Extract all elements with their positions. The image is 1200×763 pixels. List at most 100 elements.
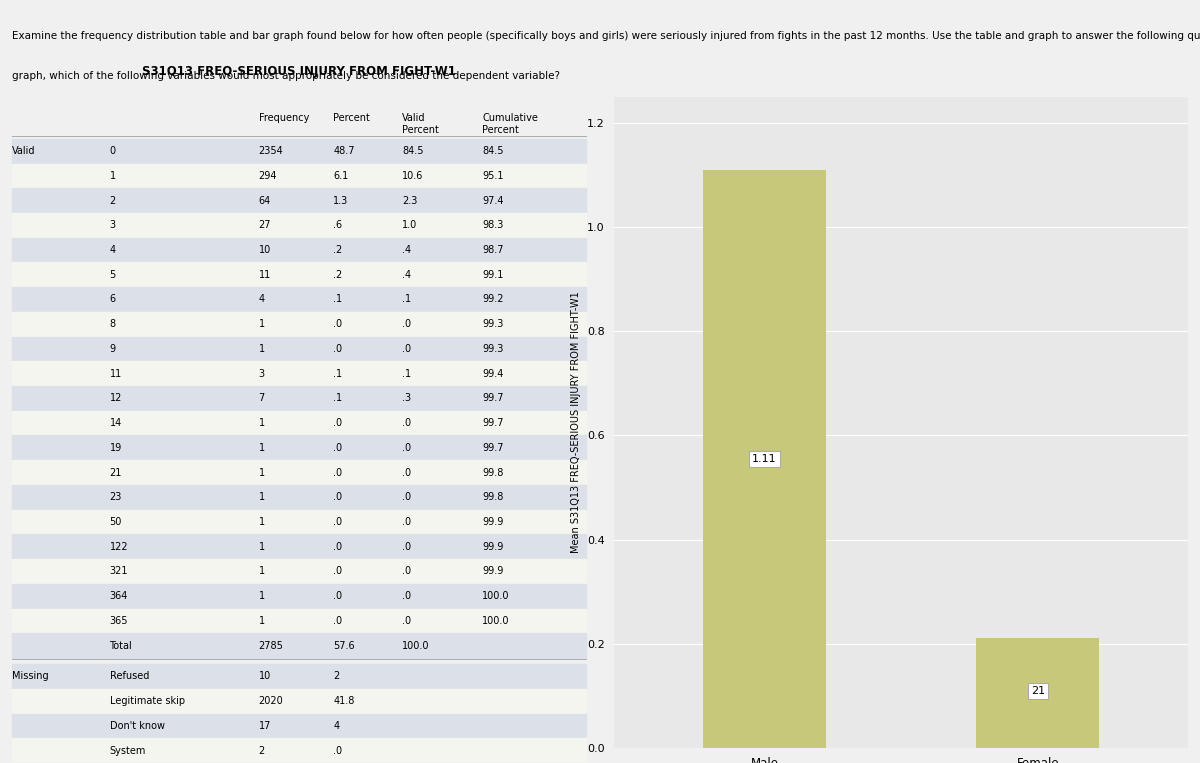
Text: 98.7: 98.7 xyxy=(482,245,504,255)
Text: Cumulative
Percent: Cumulative Percent xyxy=(482,114,539,135)
Bar xyxy=(12,139,586,163)
Text: 4: 4 xyxy=(334,721,340,731)
Text: 1: 1 xyxy=(109,171,115,181)
Text: 100.0: 100.0 xyxy=(482,591,510,601)
Text: 1: 1 xyxy=(259,492,265,502)
Bar xyxy=(12,336,586,362)
Bar xyxy=(12,287,586,312)
Bar xyxy=(12,664,586,689)
Bar xyxy=(12,163,586,188)
Text: Valid
Percent: Valid Percent xyxy=(402,114,439,135)
Text: 11: 11 xyxy=(259,270,271,280)
Text: .0: .0 xyxy=(334,443,342,452)
Text: .1: .1 xyxy=(402,369,412,378)
Text: .4: .4 xyxy=(402,245,412,255)
Text: 14: 14 xyxy=(109,418,121,428)
Text: .0: .0 xyxy=(402,591,412,601)
Text: Missing: Missing xyxy=(12,671,49,681)
Bar xyxy=(12,213,586,237)
Text: 99.7: 99.7 xyxy=(482,443,504,452)
Text: Examine the frequency distribution table and bar graph found below for how often: Examine the frequency distribution table… xyxy=(12,31,1200,41)
Bar xyxy=(12,559,586,584)
Text: 99.3: 99.3 xyxy=(482,319,504,329)
Text: .0: .0 xyxy=(334,517,342,527)
Text: 12: 12 xyxy=(109,394,122,404)
Text: .0: .0 xyxy=(402,566,412,576)
Text: 1: 1 xyxy=(259,443,265,452)
Bar xyxy=(977,639,1099,748)
Text: 2785: 2785 xyxy=(259,641,283,651)
Text: .0: .0 xyxy=(334,616,342,626)
Text: 365: 365 xyxy=(109,616,128,626)
Text: .1: .1 xyxy=(402,295,412,304)
Text: 1.0: 1.0 xyxy=(402,221,418,230)
Bar xyxy=(12,386,586,410)
Text: .0: .0 xyxy=(334,591,342,601)
Bar xyxy=(12,460,586,485)
Text: 3: 3 xyxy=(259,369,265,378)
Text: .1: .1 xyxy=(334,369,342,378)
Text: .0: .0 xyxy=(334,542,342,552)
Text: 2: 2 xyxy=(259,745,265,755)
Text: 3: 3 xyxy=(109,221,115,230)
Text: 0: 0 xyxy=(109,146,115,156)
Text: 99.8: 99.8 xyxy=(482,468,504,478)
Text: 1: 1 xyxy=(259,468,265,478)
Text: 2: 2 xyxy=(109,195,115,205)
Bar xyxy=(12,237,586,262)
Text: 19: 19 xyxy=(109,443,121,452)
Text: .1: .1 xyxy=(334,295,342,304)
Text: 17: 17 xyxy=(259,721,271,731)
Bar xyxy=(12,689,586,713)
Text: 6.1: 6.1 xyxy=(334,171,348,181)
Text: Total: Total xyxy=(109,641,132,651)
Text: 95.1: 95.1 xyxy=(482,171,504,181)
Bar xyxy=(12,485,586,510)
Text: .3: .3 xyxy=(402,394,412,404)
Text: 84.5: 84.5 xyxy=(402,146,424,156)
Y-axis label: Mean S31Q13 FREQ-SERIOUS INJURY FROM FIGHT-W1: Mean S31Q13 FREQ-SERIOUS INJURY FROM FIG… xyxy=(571,291,581,553)
Text: 99.7: 99.7 xyxy=(482,418,504,428)
Text: .0: .0 xyxy=(402,418,412,428)
Text: 9: 9 xyxy=(109,344,115,354)
Text: .0: .0 xyxy=(402,517,412,527)
Text: 1: 1 xyxy=(259,319,265,329)
Text: 98.3: 98.3 xyxy=(482,221,504,230)
Text: 10.6: 10.6 xyxy=(402,171,424,181)
Text: 1: 1 xyxy=(259,566,265,576)
Text: 100.0: 100.0 xyxy=(402,641,430,651)
Text: 1: 1 xyxy=(259,344,265,354)
Text: .0: .0 xyxy=(402,542,412,552)
Text: .0: .0 xyxy=(402,468,412,478)
Text: 7: 7 xyxy=(259,394,265,404)
Text: .2: .2 xyxy=(334,245,342,255)
Text: 23: 23 xyxy=(109,492,122,502)
Text: .0: .0 xyxy=(402,319,412,329)
Text: 99.7: 99.7 xyxy=(482,394,504,404)
Bar xyxy=(12,584,586,609)
Text: 2.3: 2.3 xyxy=(402,195,418,205)
Text: 99.8: 99.8 xyxy=(482,492,504,502)
Text: 1: 1 xyxy=(259,418,265,428)
Text: 21: 21 xyxy=(1031,686,1045,696)
Text: .2: .2 xyxy=(334,270,342,280)
Bar xyxy=(12,262,586,287)
Text: 97.4: 97.4 xyxy=(482,195,504,205)
Text: .0: .0 xyxy=(402,344,412,354)
Text: 41.8: 41.8 xyxy=(334,696,355,707)
Text: Valid: Valid xyxy=(12,146,36,156)
Text: .0: .0 xyxy=(334,468,342,478)
Text: 4: 4 xyxy=(259,295,265,304)
Text: .4: .4 xyxy=(402,270,412,280)
Bar xyxy=(12,188,586,213)
Text: System: System xyxy=(109,745,146,755)
Text: 294: 294 xyxy=(259,171,277,181)
Bar xyxy=(12,436,586,460)
Bar xyxy=(12,362,586,386)
Text: 99.9: 99.9 xyxy=(482,566,504,576)
Text: 1: 1 xyxy=(259,517,265,527)
Text: 1.11: 1.11 xyxy=(752,454,776,464)
Text: 48.7: 48.7 xyxy=(334,146,355,156)
Text: .0: .0 xyxy=(402,492,412,502)
Bar xyxy=(12,609,586,633)
